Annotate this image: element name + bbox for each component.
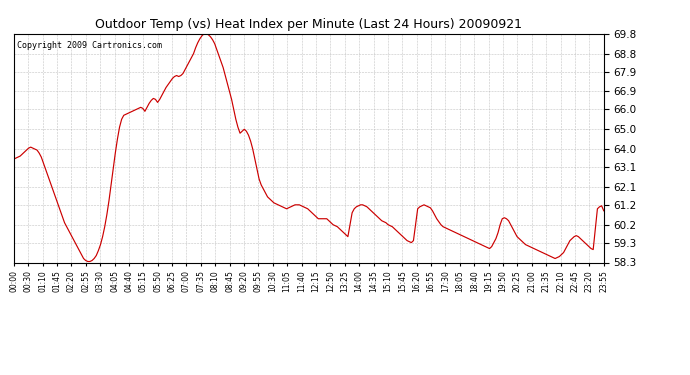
Text: Copyright 2009 Cartronics.com: Copyright 2009 Cartronics.com (17, 40, 161, 50)
Title: Outdoor Temp (vs) Heat Index per Minute (Last 24 Hours) 20090921: Outdoor Temp (vs) Heat Index per Minute … (95, 18, 522, 31)
